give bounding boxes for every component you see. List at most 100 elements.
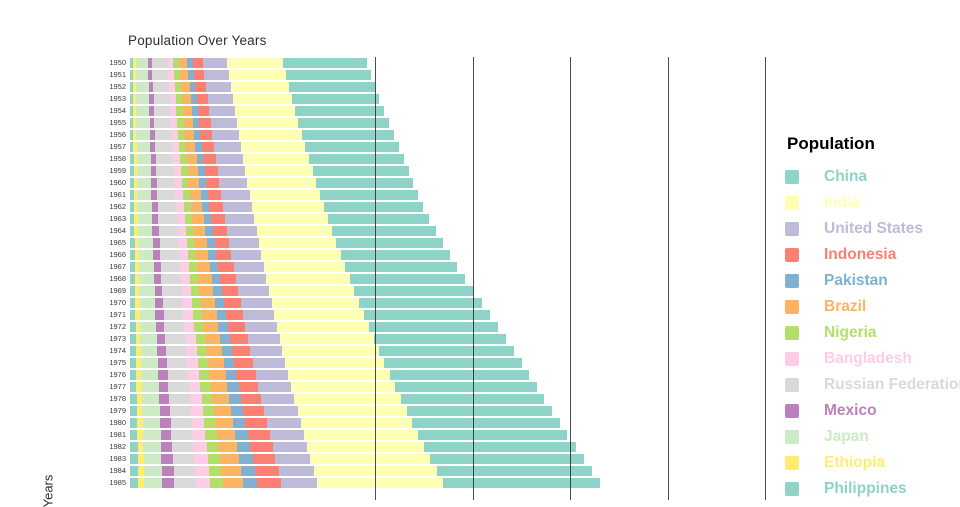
bar-segment[interactable] <box>243 310 275 320</box>
bar-segment[interactable] <box>199 178 207 188</box>
legend-item[interactable]: Nigeria <box>785 320 960 346</box>
bar-segment[interactable] <box>132 58 136 68</box>
bar-segment[interactable] <box>205 226 214 236</box>
bar-segment[interactable] <box>305 142 400 152</box>
bar-segment[interactable] <box>297 406 407 416</box>
bar-segment[interactable] <box>185 142 196 152</box>
bar-segment[interactable] <box>224 298 241 308</box>
bar-segment[interactable] <box>138 238 153 248</box>
bar-segment[interactable] <box>227 322 246 332</box>
bar-segment[interactable] <box>183 322 195 332</box>
bar-segment[interactable] <box>155 154 174 164</box>
bar-segment[interactable] <box>141 382 159 392</box>
bar-segment[interactable] <box>143 454 162 464</box>
bar-segment[interactable] <box>354 286 473 296</box>
bar-segment[interactable] <box>274 310 364 320</box>
bar-segment[interactable] <box>154 274 162 284</box>
bar-segment[interactable] <box>188 382 201 392</box>
bar-segment[interactable] <box>209 106 235 116</box>
bar-segment[interactable] <box>185 226 194 236</box>
bar-segment[interactable] <box>233 418 246 428</box>
bar-segment[interactable] <box>430 454 584 464</box>
bar-segment[interactable] <box>137 178 151 188</box>
bar-segment[interactable] <box>222 286 239 296</box>
bar-segment[interactable] <box>192 430 206 440</box>
bar-segment[interactable] <box>213 286 223 296</box>
bar-segment[interactable] <box>255 370 289 380</box>
bar-segment[interactable] <box>378 346 514 356</box>
bar-segment[interactable] <box>156 334 166 344</box>
bar-segment[interactable] <box>189 274 199 284</box>
bar-segment[interactable] <box>182 298 193 308</box>
bar-segment[interactable] <box>239 454 253 464</box>
bar-segment[interactable] <box>294 394 401 404</box>
bar-segment[interactable] <box>167 58 174 68</box>
bar-segment[interactable] <box>209 262 219 272</box>
bar-segment[interactable] <box>152 70 169 80</box>
bar-segment[interactable] <box>219 454 240 464</box>
bar-segment[interactable] <box>206 346 222 356</box>
bar-segment[interactable] <box>173 466 195 476</box>
bar-segment[interactable] <box>130 214 135 224</box>
bar-segment[interactable] <box>250 346 283 356</box>
bar-segment[interactable] <box>227 58 284 68</box>
bar-segment[interactable] <box>236 118 299 128</box>
legend-item[interactable]: United States <box>785 216 960 242</box>
bar-segment[interactable] <box>191 214 204 224</box>
bar-segment[interactable] <box>213 406 232 416</box>
bar-segment[interactable] <box>162 466 174 476</box>
bar-segment[interactable] <box>161 274 181 284</box>
bar-segment[interactable] <box>285 358 385 368</box>
bar-segment[interactable] <box>235 274 267 284</box>
bar-segment[interactable] <box>137 214 153 224</box>
bar-segment[interactable] <box>247 430 270 440</box>
bar-segment[interactable] <box>389 370 530 380</box>
bar-segment[interactable] <box>198 274 212 284</box>
bar-segment[interactable] <box>136 382 142 392</box>
bar-segment[interactable] <box>424 442 576 452</box>
bar-segment[interactable] <box>187 370 200 380</box>
bar-segment[interactable] <box>174 178 182 188</box>
bar-segment[interactable] <box>206 238 215 248</box>
bar-segment[interactable] <box>190 94 197 104</box>
bar-segment[interactable] <box>130 382 137 392</box>
bar-segment[interactable] <box>139 298 156 308</box>
bar-segment[interactable] <box>278 466 314 476</box>
bar-segment[interactable] <box>132 70 136 80</box>
bar-segment[interactable] <box>247 334 280 344</box>
bar-segment[interactable] <box>187 358 199 368</box>
bar-segment[interactable] <box>205 166 218 176</box>
bar-segment[interactable] <box>134 202 138 212</box>
bar-segment[interactable] <box>136 358 142 368</box>
legend-item[interactable]: Philippines <box>785 476 960 502</box>
bar-segment[interactable] <box>215 418 234 428</box>
bar-segment[interactable] <box>193 442 207 452</box>
bar-segment[interactable] <box>340 250 450 260</box>
bar-segment[interactable] <box>197 106 210 116</box>
bar-segment[interactable] <box>251 202 324 212</box>
bar-segment[interactable] <box>256 226 333 236</box>
bar-segment[interactable] <box>186 238 195 248</box>
bar-segment[interactable] <box>230 82 290 92</box>
bar-segment[interactable] <box>442 478 601 488</box>
bar-segment[interactable] <box>130 250 135 260</box>
bar-segment[interactable] <box>187 166 199 176</box>
bar-segment[interactable] <box>137 466 145 476</box>
bar-segment[interactable] <box>301 130 394 140</box>
bar-segment[interactable] <box>217 166 246 176</box>
bar-segment[interactable] <box>243 406 265 416</box>
bar-segment[interactable] <box>263 262 346 272</box>
bar-segment[interactable] <box>130 430 138 440</box>
bar-segment[interactable] <box>130 94 133 104</box>
bar-segment[interactable] <box>210 118 237 128</box>
bar-segment[interactable] <box>156 178 175 188</box>
bar-segment[interactable] <box>191 418 205 428</box>
bar-segment[interactable] <box>250 442 273 452</box>
bar-segment[interactable] <box>130 442 138 452</box>
bar-segment[interactable] <box>192 298 201 308</box>
bar-segment[interactable] <box>211 274 221 284</box>
bar-segment[interactable] <box>161 442 173 452</box>
bar-segment[interactable] <box>320 190 418 200</box>
bar-segment[interactable] <box>130 286 136 296</box>
bar-segment[interactable] <box>201 394 213 404</box>
